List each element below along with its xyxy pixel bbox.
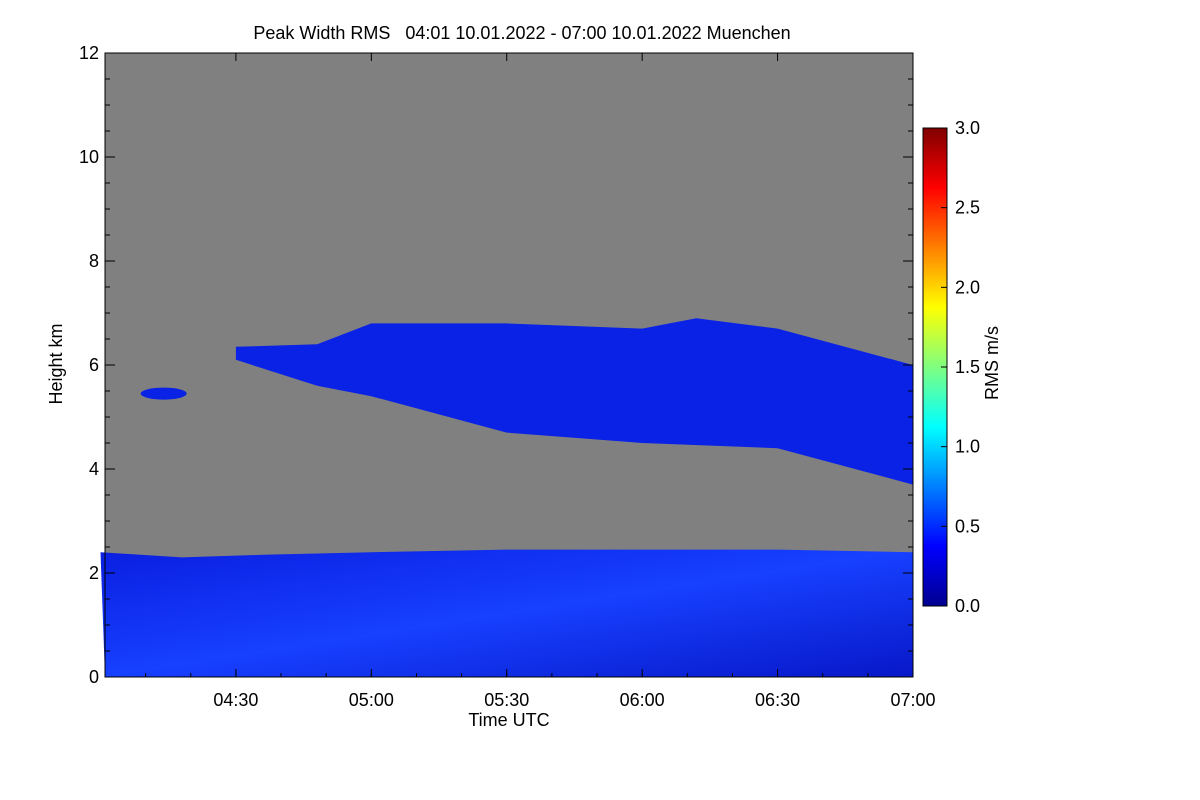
boundary-layer-region bbox=[100, 549, 913, 677]
colorbar-tick-label: 1.0 bbox=[955, 437, 980, 457]
y-axis-label: Height km bbox=[46, 323, 66, 404]
colorbar-tick-label: 1.5 bbox=[955, 357, 980, 377]
colorbar-tick-label: 2.5 bbox=[955, 198, 980, 218]
plot-area bbox=[100, 52, 914, 678]
x-tick-label: 05:00 bbox=[349, 690, 394, 710]
colorbar-tick-label: 0.0 bbox=[955, 596, 980, 616]
x-tick-label: 07:00 bbox=[890, 690, 935, 710]
y-tick-label: 12 bbox=[79, 43, 99, 63]
x-axis: 04:30 05:00 05:30 06:00 06:30 07:00 bbox=[145, 53, 936, 710]
x-tick-label: 06:30 bbox=[755, 690, 800, 710]
x-axis-label: Time UTC bbox=[468, 710, 549, 730]
y-tick-label: 6 bbox=[89, 355, 99, 375]
colorbar-tick-label: 0.5 bbox=[955, 516, 980, 536]
x-tick-label: 05:30 bbox=[484, 690, 529, 710]
colorbar: 0.0 0.5 1.0 1.5 2.0 2.5 3.0 RMS m/s bbox=[922, 118, 1002, 616]
colorbar-label: RMS m/s bbox=[982, 326, 1002, 400]
cloud-layer-region bbox=[235, 318, 913, 485]
y-axis: 0 2 4 6 8 10 12 bbox=[79, 43, 913, 687]
y-tick-label: 8 bbox=[89, 251, 99, 271]
x-tick-label: 06:00 bbox=[620, 690, 665, 710]
isolated-cloud-patch bbox=[140, 387, 187, 400]
colorbar-tick-label: 2.0 bbox=[955, 277, 980, 297]
chart-title: Peak Width RMS 04:01 10.01.2022 - 07:00 … bbox=[253, 23, 790, 43]
y-tick-label: 10 bbox=[79, 147, 99, 167]
colorbar-tick-label: 3.0 bbox=[955, 118, 980, 138]
y-tick-label: 2 bbox=[89, 563, 99, 583]
x-tick-label: 04:30 bbox=[213, 690, 258, 710]
y-tick-label: 4 bbox=[89, 459, 99, 479]
y-tick-label: 0 bbox=[89, 667, 99, 687]
